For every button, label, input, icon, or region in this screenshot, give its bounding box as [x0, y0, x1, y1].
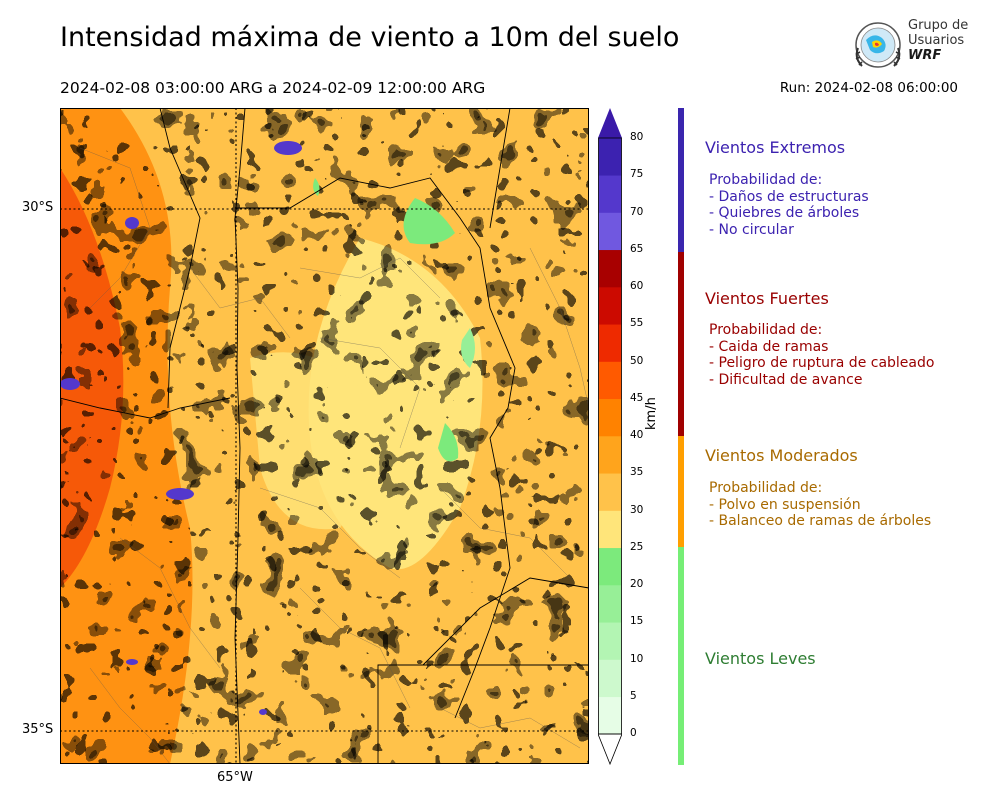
- colorbar-tick-label: 0: [630, 727, 637, 739]
- colorbar-tick-label: 80: [630, 131, 644, 143]
- lon-label-65w: 65°W: [217, 770, 253, 785]
- colorbar-under-triangle: [598, 733, 622, 766]
- legend-line: - Peligro de ruptura de cableado: [709, 355, 935, 371]
- colorbar-band: [598, 398, 622, 437]
- logo-line-2: Usuarios: [908, 33, 965, 48]
- colorbar-band: [598, 696, 622, 735]
- wrf-logo-icon: [855, 22, 901, 68]
- wind-map: [60, 108, 589, 764]
- colorbar-tick-label: 5: [630, 689, 637, 702]
- logo-text: Grupo de Usuarios WRF: [908, 18, 968, 63]
- colorbar-tick-label: 70: [630, 205, 644, 218]
- graticule: [60, 108, 589, 764]
- legend-line: - Quiebres de árboles: [709, 205, 860, 221]
- colorbar-tick-label: 20: [630, 578, 644, 590]
- legend-title-extremos: Vientos Extremos: [705, 138, 846, 157]
- legend-line: - No circular: [709, 221, 794, 238]
- colorbar-tick-label: 45: [630, 391, 644, 404]
- colorbar-band: [598, 212, 622, 251]
- category-bar-fuertes: [678, 252, 684, 436]
- category-bar-leves: [678, 547, 684, 765]
- colorbar-tick-label: 35: [630, 466, 644, 479]
- map-title: Intensidad máxima de viento a 10m del su…: [60, 22, 680, 53]
- colorbar-tick-label: 50: [630, 354, 644, 367]
- map-frame: [60, 108, 589, 764]
- legend-line: - Daños de estructuras: [709, 188, 869, 205]
- colorbar-tick-label: 25: [630, 540, 644, 553]
- colorbar-band: [598, 175, 622, 213]
- colorbar-band: [598, 287, 622, 325]
- legend-line: Probabilidad de:: [709, 322, 823, 338]
- legend-title-fuertes: Vientos Fuertes: [705, 289, 829, 308]
- colorbar-band: [598, 510, 622, 549]
- colorbar-tick-label: 30: [630, 503, 644, 516]
- date-range: 2024-02-08 03:00:00 ARG a 2024-02-09 12:…: [60, 79, 486, 97]
- colorbar-tick-label: 10: [630, 652, 644, 665]
- colorbar-tick-label: 55: [630, 317, 644, 330]
- colorbar-tick-label: 60: [630, 280, 644, 292]
- colorbar-tick-label: 65: [630, 242, 644, 255]
- colorbar-band: [598, 622, 622, 660]
- legend-line: - Balanceo de ramas de árboles: [709, 513, 932, 529]
- colorbar: [598, 108, 622, 766]
- legend-list-moderados: Probabilidad de: - Polvo en suspensión -…: [709, 480, 931, 530]
- legend-line: - Polvo en suspensión: [709, 496, 861, 513]
- colorbar-band: [598, 138, 622, 176]
- colorbar-band: [598, 436, 622, 474]
- colorbar-band: [598, 473, 622, 511]
- colorbar-tick-label: 75: [630, 168, 644, 181]
- colorbar-band: [598, 547, 622, 586]
- legend-list-fuertes: Probabilidad de: - Caida de ramas - Peli…: [709, 322, 934, 388]
- run-timestamp: Run: 2024-02-08 06:00:00: [779, 80, 958, 96]
- colorbar-band: [598, 249, 622, 288]
- legend-title-moderados: Vientos Moderados: [705, 446, 858, 465]
- legend-line: Probabilidad de:: [709, 480, 823, 496]
- colorbar-band: [598, 361, 622, 400]
- lat-label-30s: 30°S: [22, 200, 54, 215]
- lat-label-35s: 35°S: [22, 722, 54, 737]
- colorbar-band: [598, 659, 622, 698]
- legend-line: - Caida de ramas: [709, 338, 829, 355]
- colorbar-band: [598, 324, 622, 362]
- colorbar-over-triangle: [598, 108, 622, 138]
- colorbar-tick-label: 15: [630, 615, 644, 628]
- legend-title-leves: Vientos Leves: [705, 649, 816, 668]
- category-bar-extremos: [678, 108, 684, 252]
- logo-line-1: Grupo de: [908, 18, 969, 33]
- legend-list-extremos: Probabilidad de: - Daños de estructuras …: [709, 172, 869, 238]
- legend-line: Probabilidad de:: [709, 172, 823, 188]
- category-bar-moderados: [678, 436, 684, 547]
- colorbar-frame: [598, 137, 622, 735]
- colorbar-unit: km/h: [644, 397, 659, 430]
- colorbar-band: [598, 585, 622, 623]
- colorbar-tick-label: 40: [630, 429, 644, 441]
- legend-line: - Dificultad de avance: [709, 371, 863, 388]
- province-boundaries: [60, 108, 589, 764]
- logo-line-3: WRF: [908, 48, 942, 63]
